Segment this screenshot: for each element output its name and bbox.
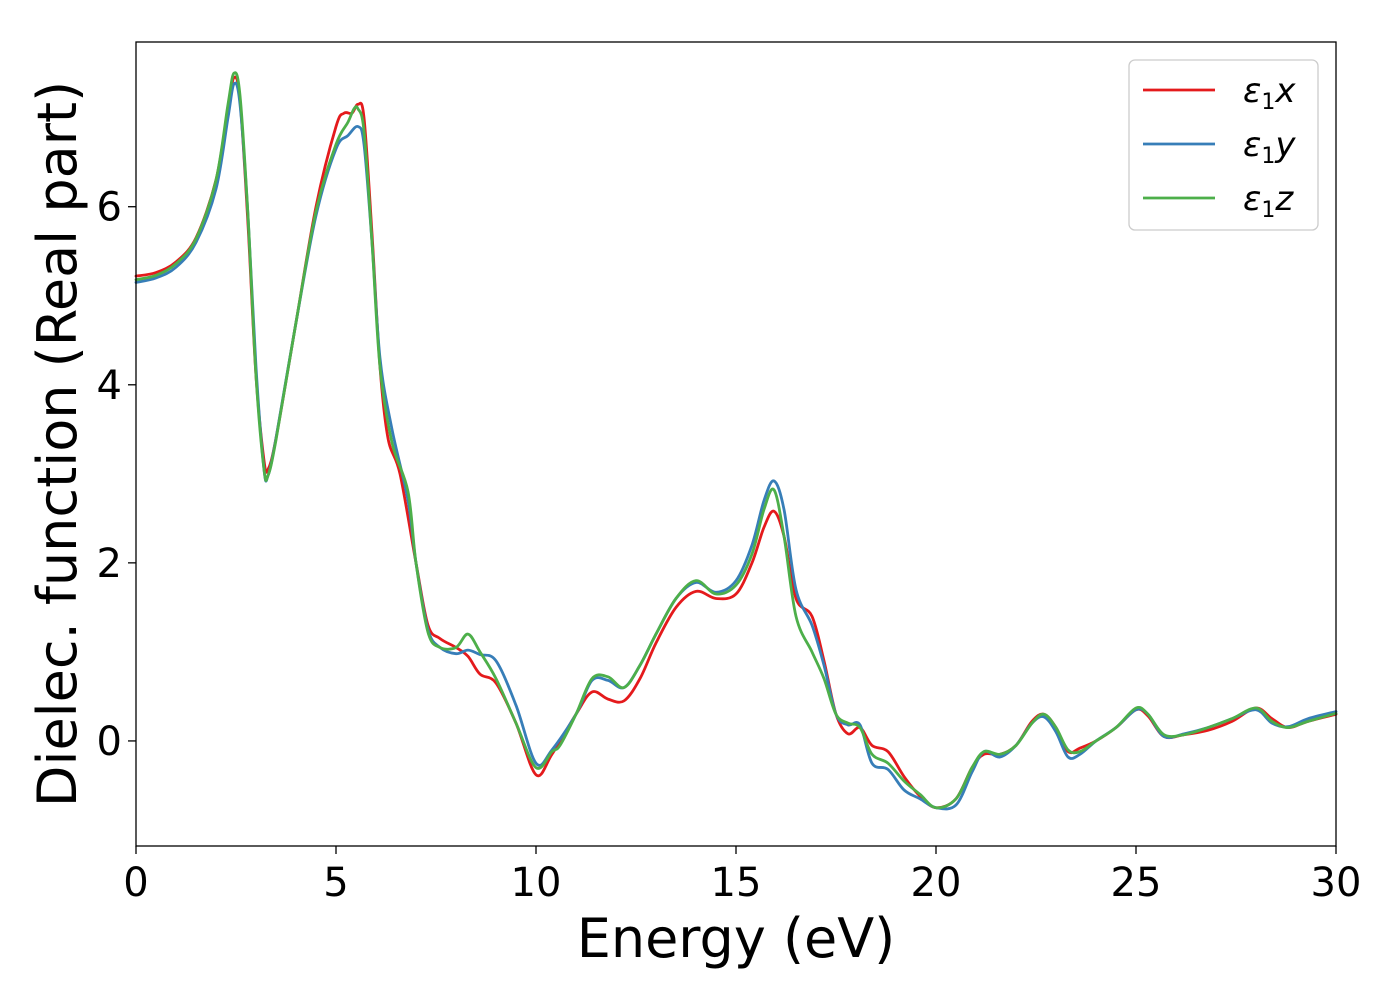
legend-label-z: ε1z xyxy=(1243,179,1294,223)
x-tick-label: 30 xyxy=(1311,860,1362,906)
x-tick-label: 5 xyxy=(323,860,348,906)
series-line-z xyxy=(134,71,1338,810)
series-layer xyxy=(134,71,1338,811)
y-tick-label: 0 xyxy=(97,719,122,765)
x-axis-ticks: 0 5 10 15 20 25 30 xyxy=(123,846,1361,906)
y-tick-label: 2 xyxy=(97,541,122,587)
legend-box xyxy=(1128,59,1319,231)
x-tick-label: 0 xyxy=(123,860,148,906)
x-tick-label: 25 xyxy=(1111,860,1162,906)
y-tick-label: 6 xyxy=(97,185,122,231)
x-tick-label: 15 xyxy=(711,860,762,906)
x-axis-label: Energy (eV) xyxy=(577,907,896,970)
x-tick-label: 20 xyxy=(911,860,962,906)
y-axis-label: Dielec. function (Real part) xyxy=(26,81,89,807)
y-axis-ticks: 0 2 4 6 xyxy=(97,185,136,765)
legend-label-y: ε1y xyxy=(1243,125,1296,169)
y-tick-label: 4 xyxy=(97,363,122,409)
legend: ε1x ε1y ε1z xyxy=(1128,59,1319,231)
x-tick-label: 10 xyxy=(511,860,562,906)
legend-label-x: ε1x xyxy=(1243,71,1296,115)
